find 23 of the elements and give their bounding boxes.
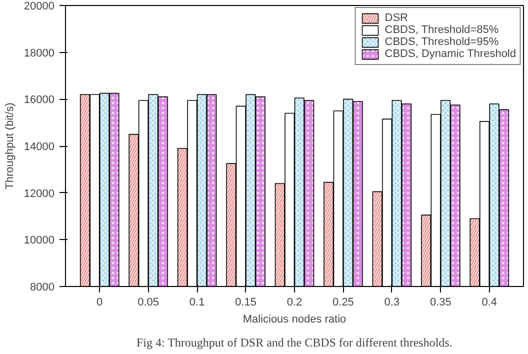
legend-label: CBDS, Threshold=85% xyxy=(384,24,499,36)
x-tick-label: 0.15 xyxy=(235,296,256,308)
caption: Fig 4: Throughput of DSR and the CBDS for different thresholds. xyxy=(136,336,452,350)
y-tick-label: 14000 xyxy=(24,141,55,153)
x-tick-label: 0.35 xyxy=(430,296,452,308)
x-axis-title: Malicious nodes ratio xyxy=(242,314,346,326)
y-tick-label: 20000 xyxy=(24,0,55,12)
x-tick-label: 0.3 xyxy=(384,296,400,308)
x-tick-label: 0.4 xyxy=(482,296,498,308)
legend-label: CBDS, Dynamic Threshold xyxy=(384,48,516,60)
x-tick-label: 0.2 xyxy=(286,296,302,308)
legend-label: DSR xyxy=(384,12,408,24)
y-tick-label: 16000 xyxy=(24,94,55,106)
y-tick-label: 18000 xyxy=(24,47,55,60)
y-tick-label: 12000 xyxy=(24,188,55,200)
x-tick-label: 0 xyxy=(96,296,103,308)
y-tick-label: 10000 xyxy=(24,234,55,247)
legend-label: CBDS, Threshold=95% xyxy=(384,36,499,48)
x-tick-label: 0.1 xyxy=(189,296,205,308)
y-tick-label: 8000 xyxy=(30,282,55,294)
x-tick-label: 0.05 xyxy=(138,296,160,308)
y-axis-title: Throughput (bit/s) xyxy=(4,102,16,190)
x-tick-label: 0.25 xyxy=(332,296,354,308)
